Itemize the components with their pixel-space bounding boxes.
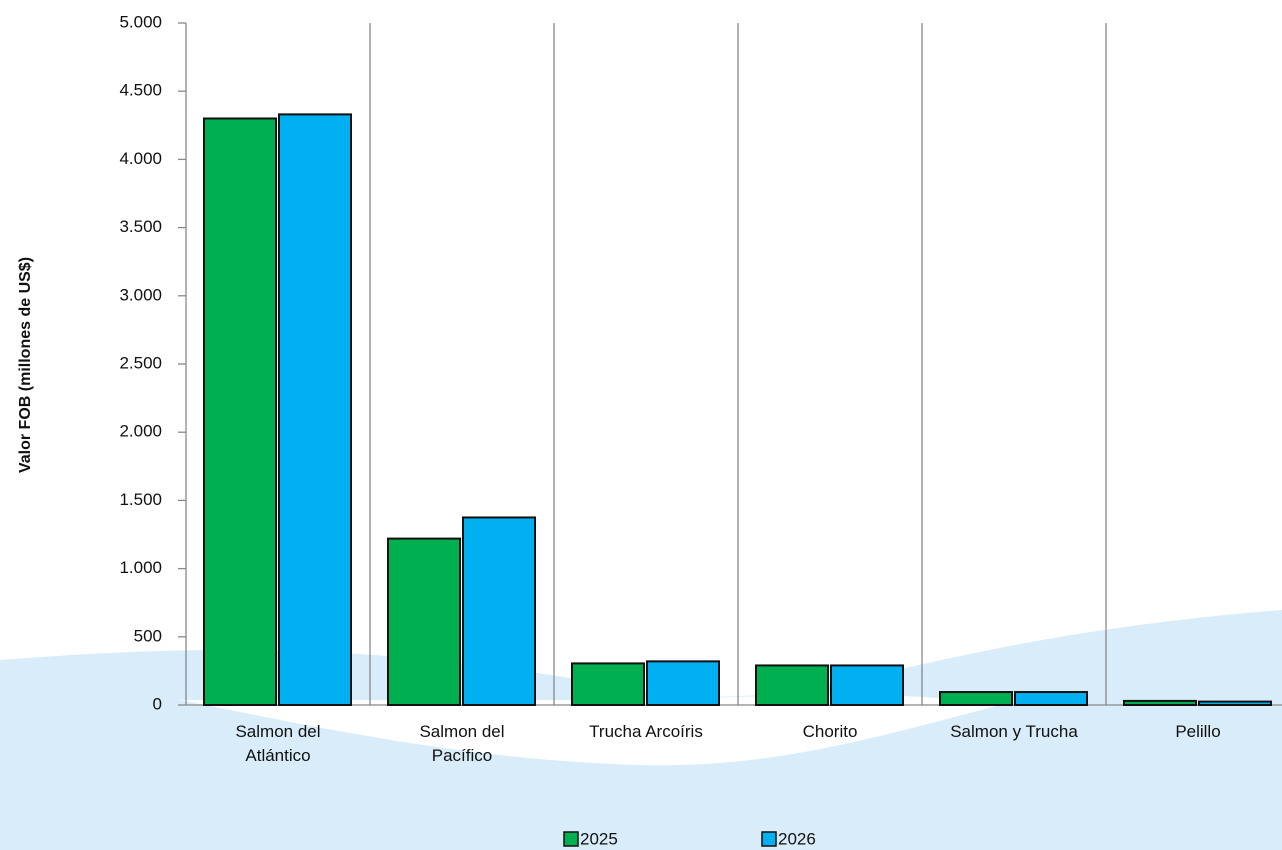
y-tick-label: 0	[153, 694, 162, 713]
bar	[1014, 691, 1088, 706]
bar	[462, 516, 536, 707]
bar	[203, 117, 277, 707]
x-tick-label: Trucha Arcoíris	[589, 722, 703, 741]
legend-swatch	[761, 831, 777, 847]
bar	[387, 537, 461, 706]
bar	[939, 691, 1013, 706]
x-tick-label: Salmon y Trucha	[950, 722, 1078, 741]
x-tick-label: Salmon del Atlántico	[235, 722, 321, 765]
bar	[755, 664, 829, 706]
x-tick-label: Salmon del Pacífico	[419, 722, 505, 765]
legend-swatch	[563, 831, 579, 847]
y-tick-label: 4.500	[119, 81, 162, 100]
x-tick-label: Pelillo	[1175, 722, 1221, 741]
y-tick-label: 500	[134, 626, 162, 645]
bar	[646, 660, 720, 706]
bar	[830, 664, 904, 706]
legend-label: 2025	[580, 829, 618, 848]
bar	[571, 662, 645, 707]
bar	[278, 113, 352, 706]
y-tick-label: 1.000	[119, 558, 162, 577]
x-tick-label: Chorito	[802, 722, 858, 741]
y-tick-label: 1.500	[119, 490, 162, 509]
bar	[1198, 700, 1272, 707]
y-tick-label: 3.500	[119, 217, 162, 236]
y-tick-label: 2.000	[119, 422, 162, 441]
y-tick-label: 3.000	[119, 285, 162, 304]
y-tick-label: 5.000	[119, 12, 162, 31]
y-tick-label: 4.000	[119, 149, 162, 168]
y-axis-title: Valor FOB (millones de US$)	[17, 257, 34, 473]
legend-label: 2026	[778, 829, 816, 848]
y-tick-label: 2.500	[119, 353, 162, 372]
background-highlight	[180, 695, 1000, 766]
bar	[1123, 699, 1197, 707]
